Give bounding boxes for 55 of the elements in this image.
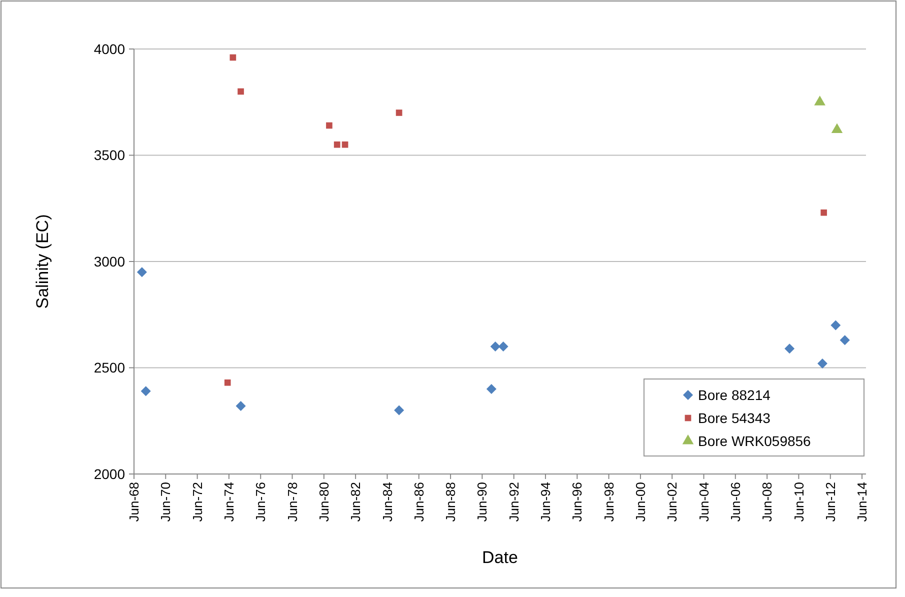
x-axis-title: Date (482, 548, 518, 567)
y-tick-label: 2000 (94, 466, 126, 482)
x-tick-label: Jun-92 (506, 482, 522, 522)
x-tick-label: Jun-06 (728, 482, 743, 522)
y-tick-label: 3500 (94, 147, 126, 164)
x-tick-label: Jun-70 (158, 482, 174, 522)
x-tick-label: Jun-86 (411, 482, 426, 522)
point (326, 122, 332, 129)
x-tick-label: Jun-02 (664, 482, 680, 522)
x-tick-label: Jun-04 (696, 482, 712, 522)
point (230, 54, 236, 61)
point (814, 96, 826, 106)
point (236, 401, 246, 411)
point (840, 335, 850, 346)
point (136, 267, 147, 278)
x-tick-label: Jun-00 (633, 482, 648, 522)
x-tick-label: Jun-98 (601, 482, 616, 522)
x-tick-label: Jun-76 (253, 482, 268, 522)
point (490, 342, 500, 352)
point (784, 344, 795, 354)
point (342, 141, 348, 148)
x-tick-label: Jun-88 (443, 482, 458, 522)
point (831, 123, 843, 134)
point (394, 405, 404, 416)
legend-label: Bore WRK059856 (698, 432, 812, 449)
x-tick-label: Jun-78 (284, 482, 300, 522)
y-axis-title: Salinity (EC) (33, 214, 52, 309)
x-tick-label: Jun-80 (316, 482, 332, 522)
x-tick-label: Jun-08 (760, 482, 775, 522)
point (334, 141, 340, 148)
point (396, 110, 402, 116)
point (486, 384, 496, 394)
point (498, 342, 508, 352)
x-tick-label: Jun-94 (538, 482, 554, 522)
y-tick-label: 4000 (94, 40, 126, 57)
x-tick-label: Jun-68 (126, 482, 142, 522)
x-tick-label: Jun-10 (791, 482, 806, 522)
point (830, 320, 841, 330)
legend-label: Bore 88214 (698, 386, 771, 403)
point (224, 379, 231, 386)
x-tick-label: Jun-74 (221, 482, 236, 522)
y-tick-label: 3000 (94, 253, 126, 270)
x-tick-label: Jun-96 (570, 482, 585, 522)
x-tick-label: Jun-12 (822, 482, 838, 522)
point (140, 386, 151, 396)
y-tick-label: 2500 (94, 360, 126, 376)
x-tick-label: Jun-14 (854, 482, 870, 522)
x-tick-label: Jun-72 (190, 482, 205, 522)
legend-label: Bore 54343 (698, 410, 771, 426)
point (817, 358, 828, 368)
x-tick-label: Jun-90 (474, 482, 490, 522)
x-tick-label: Jun-84 (380, 482, 395, 522)
x-tick-label: Jun-82 (348, 482, 364, 522)
point (820, 209, 827, 216)
point (238, 88, 244, 95)
